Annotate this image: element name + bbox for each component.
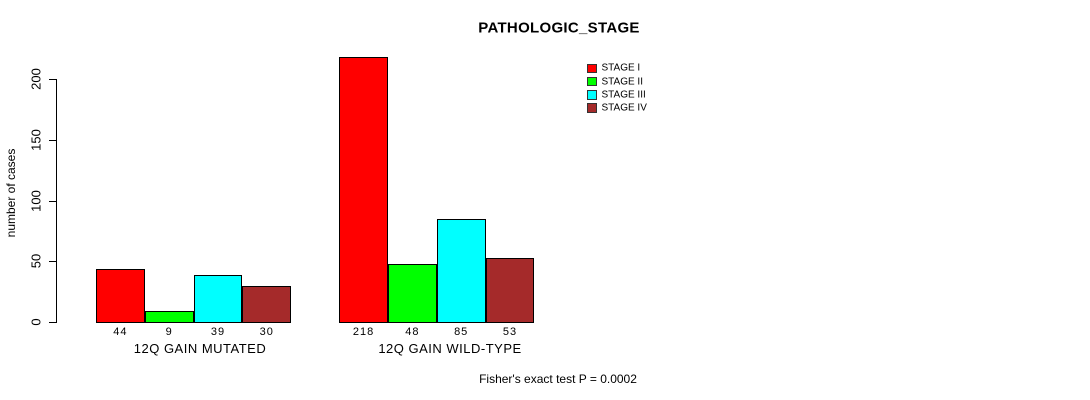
bar-stage-iii <box>193 274 243 323</box>
bar-stage-iii <box>436 218 486 323</box>
legend-label-1: STAGE I <box>601 62 641 74</box>
y-tick-label: 150 <box>28 128 44 151</box>
y-tick-label: 0 <box>28 318 44 326</box>
bar-value-label: 44 <box>113 326 128 338</box>
footer-annotation: Fisher's exact test P = 0.0002 <box>479 372 637 386</box>
legend-swatch-3 <box>587 90 597 100</box>
bar-value-label: 39 <box>210 326 226 338</box>
y-tick-mark <box>49 139 56 141</box>
bar-value-label: 53 <box>502 326 518 338</box>
y-tick-label: 100 <box>28 189 44 212</box>
bar-value-label: 48 <box>405 326 420 338</box>
y-tick-label: 50 <box>28 254 44 269</box>
bar-value-label: 9 <box>165 326 173 338</box>
category-label: 12Q GAIN WILD-TYPE <box>378 341 522 356</box>
legend-swatch-2 <box>587 76 597 87</box>
y-tick-mark <box>49 200 56 202</box>
y-tick-label: 200 <box>28 68 44 90</box>
legend-swatch-4 <box>587 103 597 113</box>
y-tick-mark <box>49 261 56 263</box>
chart-title: PATHOLOGIC_STAGE <box>478 19 640 37</box>
legend-swatch-1 <box>587 63 597 73</box>
category-label: 12Q GAIN MUTATED <box>133 341 267 356</box>
bar-value-label: 218 <box>352 326 375 338</box>
bar-stage-iv <box>242 285 292 323</box>
bar-stage-ii <box>144 311 194 323</box>
bar-stage-i <box>96 268 145 323</box>
legend-label-4: STAGE IV <box>601 102 647 114</box>
y-axis-label: number of cases <box>4 148 18 238</box>
y-tick-mark <box>49 322 56 323</box>
y-axis-line <box>56 79 57 323</box>
bar-stage-ii <box>388 263 437 323</box>
bar-value-label: 85 <box>454 326 469 338</box>
legend-label-2: STAGE II <box>601 76 644 88</box>
y-tick-mark <box>49 79 56 80</box>
legend-label-3: STAGE III <box>601 89 646 101</box>
bar-stage-i <box>339 57 388 323</box>
bar-value-label: 30 <box>259 326 274 338</box>
bar-stage-iv <box>485 257 535 323</box>
